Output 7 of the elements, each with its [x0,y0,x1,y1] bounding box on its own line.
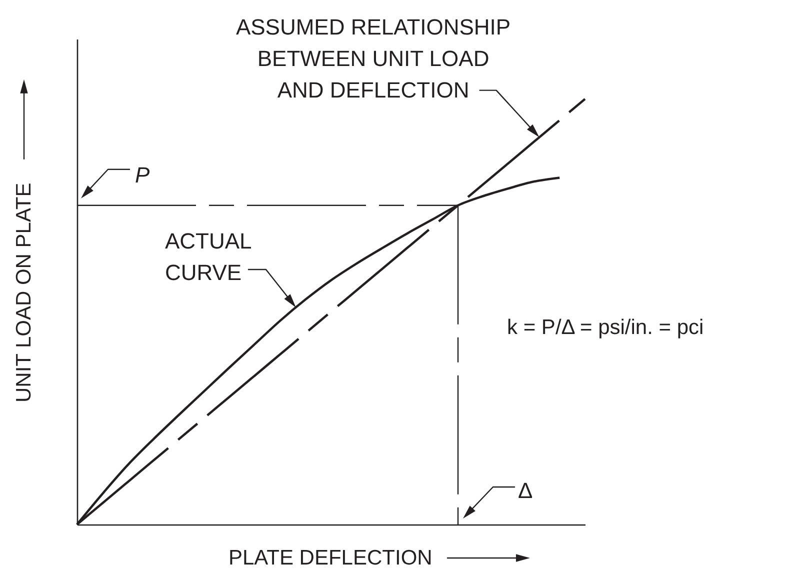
annotation: ASSUMED RELATIONSHIP BETWEEN UNIT LOAD AND DEFLECTION [236,14,511,102]
y-axis-title: UNIT LOAD ON PLATE [12,182,36,402]
annotation: Δ [518,478,533,503]
x-axis-title: PLATE DEFLECTION [228,546,432,570]
annotation: P [135,162,150,188]
annotation: k = P/Δ = psi/in. = pci [507,316,704,339]
annotation: ACTUAL CURVE [164,228,252,285]
